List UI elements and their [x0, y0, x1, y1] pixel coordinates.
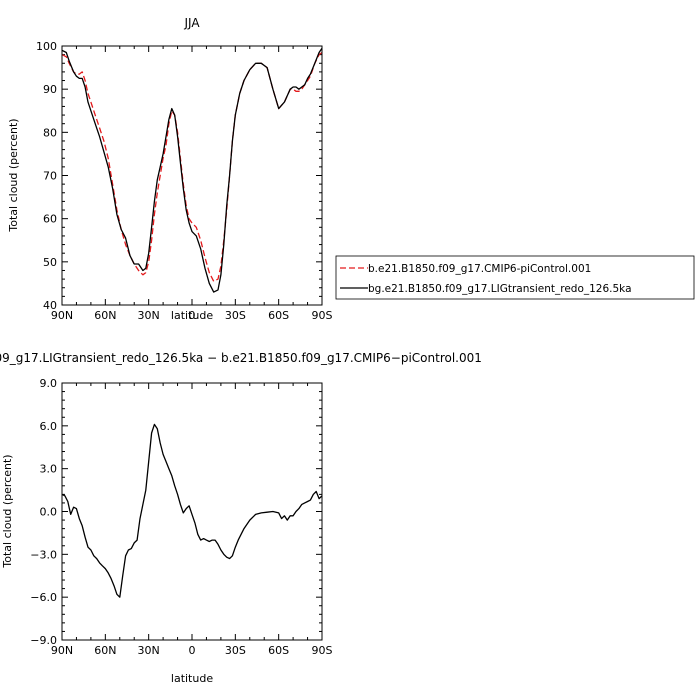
x-tick-label: 30N: [138, 644, 160, 657]
x-tick-label: 60S: [268, 309, 289, 322]
series-line-1-0: [61, 423, 323, 598]
top-plot-frame: [61, 45, 323, 306]
x-tick-label: 0: [189, 309, 196, 322]
bottom-title: bg.e21.B1850.f09_g17.LIGtransient_redo_1…: [0, 351, 482, 365]
x-tick-label: 60S: [268, 644, 289, 657]
top-xlabel: latitude: [171, 309, 213, 322]
top-panel: JJA 90N 60N 30N 0 30S 60S 90S 40 50 60 70 80 90 100 l…: [7, 16, 333, 322]
x-tick-label: 90N: [51, 309, 73, 322]
y-tick-label: −9.0: [30, 634, 57, 647]
x-tick-label: 60N: [94, 644, 116, 657]
bottom-panel: bg.e21.B1850.f09_g17.LIGtransient_redo_1…: [0, 351, 482, 685]
top-title: JJA: [183, 16, 200, 30]
x-tick-label: 90S: [312, 644, 333, 657]
x-tick-label: 0: [189, 644, 196, 657]
y-tick-label: 50: [43, 256, 57, 269]
x-tick-label: 30S: [225, 309, 246, 322]
bottom-ylabel: Total cloud (percent): [1, 454, 14, 568]
legend: b.e21.B1850.f09_g17.CMIP6-piControl.001 …: [335, 255, 695, 300]
x-tick-label: 90N: [51, 644, 73, 657]
y-tick-label: 100: [36, 40, 57, 53]
bottom-xlabel: latitude: [171, 672, 213, 685]
bottom-plot-frame: [61, 382, 323, 641]
series-line-0-1: [61, 47, 323, 293]
x-tick-label: 90S: [312, 309, 333, 322]
y-tick-label: 3.0: [40, 463, 58, 476]
y-tick-label: 70: [43, 170, 57, 183]
legend-box: [335, 255, 695, 300]
y-tick-label: 0.0: [40, 506, 58, 519]
y-tick-label: −3.0: [30, 548, 57, 561]
y-tick-label: 6.0: [40, 420, 58, 433]
bottom-plot-area: 90N 60N 30N 0 30S 60S 90S −9.0 −6.0 −3.0 0.0 3.0 6.0…: [30, 377, 332, 657]
y-tick-label: 90: [43, 83, 57, 96]
x-tick-label: 30N: [138, 309, 160, 322]
x-tick-label: 60N: [94, 309, 116, 322]
top-ylabel: Total cloud (percent): [7, 118, 20, 232]
legend-label-control: b.e21.B1850.f09_g17.CMIP6-piControl.001: [368, 263, 591, 275]
y-tick-label: 40: [43, 299, 57, 312]
y-tick-label: −6.0: [30, 591, 57, 604]
y-tick-label: 80: [43, 126, 57, 139]
legend-label-lig: bg.e21.B1850.f09_g17.LIGtransient_redo_1…: [368, 283, 632, 295]
y-tick-label: 60: [43, 213, 57, 226]
series-line-0-0: [61, 51, 323, 282]
y-tick-label: 9.0: [40, 377, 58, 390]
top-plot-area: 90N 60N 30N 0 30S 60S 90S 40 50 60 70 80 90 100: [36, 40, 333, 322]
x-tick-label: 30S: [225, 644, 246, 657]
